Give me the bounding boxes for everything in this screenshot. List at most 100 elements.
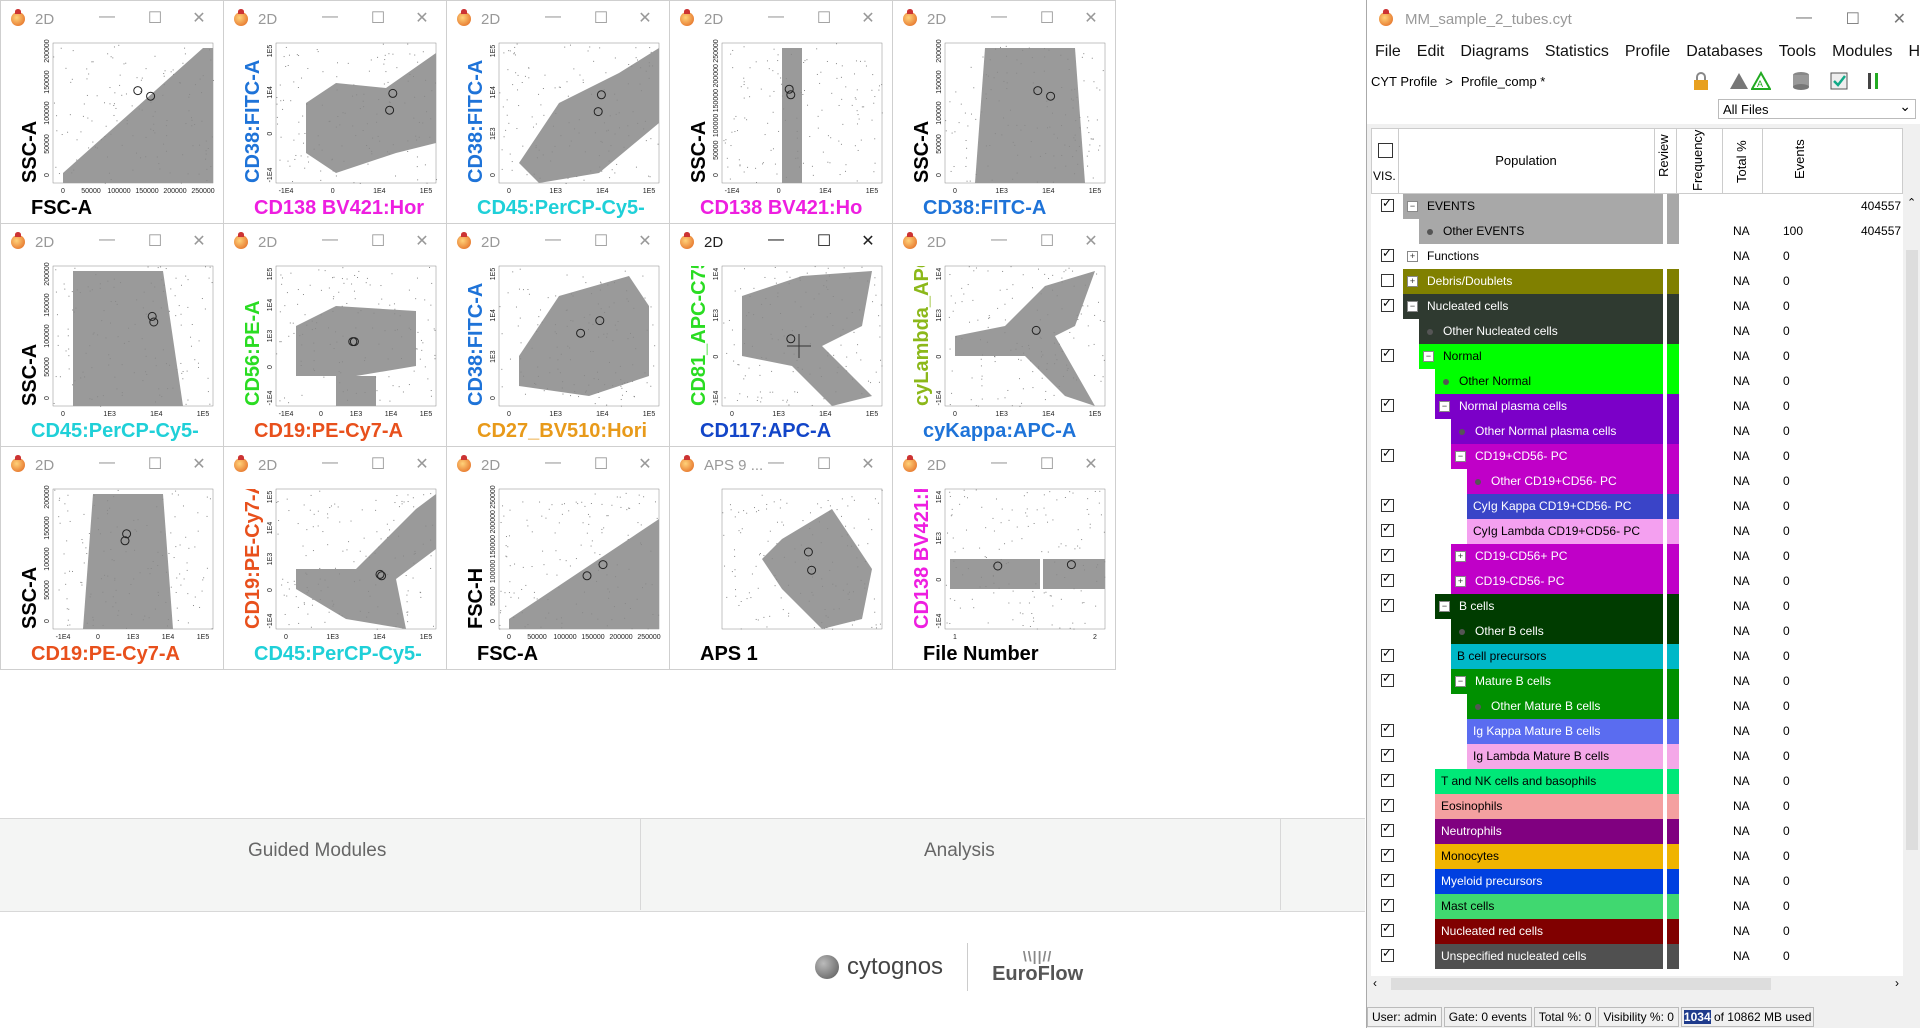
dot-plot[interactable]: -1E4 0 1E4 1E505000010000015000020000025000…: [670, 37, 893, 224]
population-cursor[interactable]: [375, 569, 385, 579]
review-cell[interactable]: [1667, 744, 1679, 769]
review-cell[interactable]: [1667, 294, 1679, 319]
plot-area[interactable]: 0 50000 100000 150000 200000 250000 0 50000 1000…: [1, 37, 223, 223]
review-cell[interactable]: [1667, 594, 1679, 619]
plot-window[interactable]: 2D — ☐ ✕ 0 1E3 1E4 1E5 -1E4 0 1E3 1E4 CD81_APC-C750 C…: [669, 223, 893, 447]
plot-title-bar[interactable]: 2D — ☐ ✕: [447, 224, 669, 260]
population-cursor[interactable]: [133, 86, 143, 96]
maximize-icon[interactable]: ☐: [370, 10, 386, 27]
close-icon[interactable]: ✕: [638, 456, 652, 473]
visibility-checkbox[interactable]: [1381, 596, 1394, 612]
close-icon[interactable]: ✕: [861, 233, 875, 250]
collapse-icon[interactable]: −: [1455, 451, 1466, 462]
plot-title-bar[interactable]: 2D — ☐ ✕: [893, 1, 1115, 37]
visibility-checkbox[interactable]: [1381, 896, 1394, 912]
close-icon[interactable]: ✕: [1084, 10, 1098, 27]
plot-window[interactable]: 2D — ☐ ✕ 1 2 -1E4 0 1E3 1E4 CD138 BV421:H File Numb…: [892, 446, 1116, 670]
population-cursor[interactable]: [147, 311, 157, 321]
maximize-icon[interactable]: ☐: [593, 10, 609, 27]
population-cell[interactable]: [1451, 544, 1663, 569]
menu-file[interactable]: File: [1375, 43, 1401, 60]
plot-title-bar[interactable]: 2D — ☐ ✕: [447, 1, 669, 37]
population-cell[interactable]: [1435, 894, 1663, 919]
minimize-icon[interactable]: —: [99, 231, 115, 248]
population-cell[interactable]: [1403, 294, 1663, 319]
population-row[interactable]: Other CD19+CD56- PC NA 0: [1371, 469, 1903, 494]
expand-icon[interactable]: +: [1407, 276, 1418, 287]
review-cell[interactable]: [1667, 519, 1679, 544]
plot-window[interactable]: 2D — ☐ ✕ -1E4 0 1E4 1E5 -1E4 0 1E4 1E5 CD38:FITC-A CD…: [223, 0, 447, 224]
plot-window[interactable]: 2D — ☐ ✕ 0 50000 100000 150000 200000 250000 0 5000…: [446, 446, 670, 670]
collapse-icon[interactable]: −: [1407, 201, 1418, 212]
plot-title-bar[interactable]: 2D — ☐ ✕: [1, 224, 223, 260]
x-axis-label[interactable]: CD45:PerCP-Cy5-: [254, 643, 422, 665]
review-cell[interactable]: [1667, 844, 1679, 869]
plot-window[interactable]: 2D — ☐ ✕ 0 50000 100000 150000 200000 250000 0 5000…: [0, 0, 224, 224]
maximize-icon[interactable]: ☐: [593, 456, 609, 473]
dot-plot[interactable]: 0 50000 100000 150000 200000 2500000500001000…: [447, 483, 670, 670]
total-column-header[interactable]: Total %: [1722, 129, 1763, 193]
population-cursor[interactable]: [349, 337, 359, 347]
plot-area[interactable]: -1E4 0 1E4 1E5 -1E4 0 1E4 1E5 CD38:FITC-A CD138 B…: [224, 37, 446, 223]
expand-icon[interactable]: +: [1455, 551, 1466, 562]
population-cell[interactable]: [1467, 744, 1663, 769]
x-axis-label[interactable]: CD45:PerCP-Cy5-: [31, 420, 199, 442]
x-axis-label[interactable]: File Number: [923, 643, 1039, 665]
x-axis-label[interactable]: CD38:FITC-A: [923, 197, 1047, 219]
population-cell[interactable]: [1419, 344, 1663, 369]
population-cell[interactable]: [1403, 194, 1663, 219]
population-cursor[interactable]: [595, 316, 605, 326]
vertical-scrollbar[interactable]: ⌃: [1903, 194, 1920, 976]
population-row[interactable]: Other Mature B cells NA 0: [1371, 694, 1903, 719]
visibility-checkbox[interactable]: [1381, 296, 1394, 312]
collapse-icon[interactable]: −: [1439, 401, 1450, 412]
plot-title-bar[interactable]: 2D — ☐ ✕: [1, 1, 223, 37]
maximize-icon[interactable]: ☐: [147, 456, 163, 473]
population-cell[interactable]: [1435, 594, 1663, 619]
plot-title-bar[interactable]: 2D — ☐ ✕: [224, 1, 446, 37]
close-icon[interactable]: ✕: [1084, 233, 1098, 250]
population-cursor[interactable]: [1033, 86, 1043, 96]
population-cursor[interactable]: [377, 571, 387, 581]
close-icon[interactable]: ✕: [1892, 11, 1906, 28]
population-cursor[interactable]: [803, 547, 813, 557]
main-window[interactable]: MM_sample_2_tubes.cyt — ☐ ✕ File Edit Diag…: [1366, 0, 1920, 1028]
population-cursor[interactable]: [786, 334, 796, 344]
population-cell[interactable]: [1451, 644, 1663, 669]
visibility-checkbox[interactable]: [1381, 396, 1394, 412]
maximize-icon[interactable]: ☐: [1039, 10, 1055, 27]
population-cursor[interactable]: [149, 317, 159, 327]
close-icon[interactable]: ✕: [638, 233, 652, 250]
population-cursor[interactable]: [1031, 325, 1041, 335]
population-row[interactable]: Normal plasma cells−NA0: [1371, 394, 1903, 419]
visibility-checkbox[interactable]: [1381, 274, 1394, 287]
review-cell[interactable]: [1667, 869, 1679, 894]
population-cell[interactable]: [1467, 719, 1663, 744]
scroll-up-icon[interactable]: ⌃: [1907, 197, 1917, 209]
close-icon[interactable]: ✕: [638, 10, 652, 27]
x-axis-label[interactable]: CD138 BV421:Hor: [254, 197, 425, 219]
y-axis-label[interactable]: SSC-A: [911, 120, 933, 183]
checklist-icon[interactable]: [1829, 71, 1849, 91]
population-cursor[interactable]: [576, 328, 586, 338]
review-cell[interactable]: [1667, 394, 1679, 419]
population-row[interactable]: Other Normal plasma cells NA 0: [1371, 419, 1903, 444]
minimize-icon[interactable]: —: [991, 8, 1007, 25]
y-axis-label[interactable]: CD138 BV421:H: [911, 489, 933, 629]
population-cursor[interactable]: [1066, 560, 1076, 570]
y-axis-label[interactable]: CD38:FITC-A: [242, 59, 264, 183]
population-cursor[interactable]: [598, 560, 608, 570]
population-cell[interactable]: [1467, 494, 1663, 519]
guided-modules-button[interactable]: Guided Modules: [248, 840, 387, 861]
y-axis-label[interactable]: CD38:FITC-A: [465, 282, 487, 406]
minimize-icon[interactable]: —: [991, 231, 1007, 248]
